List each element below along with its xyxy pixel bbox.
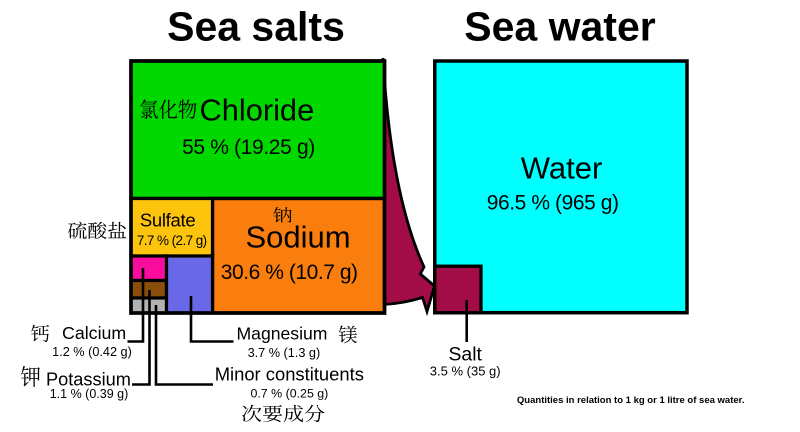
svg-text:Potassium: Potassium xyxy=(46,370,131,390)
svg-text:3.5 % (35 g): 3.5 % (35 g) xyxy=(430,364,501,379)
svg-text:55 % (19.25 g): 55 % (19.25 g) xyxy=(182,136,315,159)
svg-text:Minor constituents: Minor constituents xyxy=(215,364,364,385)
svg-text:3.7 % (1.3 g): 3.7 % (1.3 g) xyxy=(248,346,321,360)
svg-text:0.7 % (0.25 g): 0.7 % (0.25 g) xyxy=(250,387,328,401)
svg-text:1.2 % (0.42 g): 1.2 % (0.42 g) xyxy=(52,345,132,359)
svg-text:30.6 % (10.7 g): 30.6 % (10.7 g) xyxy=(221,261,358,284)
svg-text:7.7 % (2.7 g): 7.7 % (2.7 g) xyxy=(137,233,207,248)
svg-text:Sulfate: Sulfate xyxy=(140,209,196,230)
svg-text:Calcium: Calcium xyxy=(62,323,126,343)
svg-text:Chloride: Chloride xyxy=(200,93,315,128)
svg-text:Salt: Salt xyxy=(448,344,482,366)
svg-text:Quantities in relation to 1 kg: Quantities in relation to 1 kg or 1 litr… xyxy=(517,395,745,406)
svg-text:Sodium: Sodium xyxy=(245,220,350,255)
svg-text:1.1 % (0.39 g): 1.1 % (0.39 g) xyxy=(50,387,129,401)
svg-text:Sea salts: Sea salts xyxy=(167,4,345,50)
svg-text:Magnesium: Magnesium xyxy=(237,323,328,343)
svg-text:Water: Water xyxy=(521,151,603,186)
svg-text:96.5 % (965 g): 96.5 % (965 g) xyxy=(487,192,619,215)
svg-text:Sea water: Sea water xyxy=(464,4,655,50)
